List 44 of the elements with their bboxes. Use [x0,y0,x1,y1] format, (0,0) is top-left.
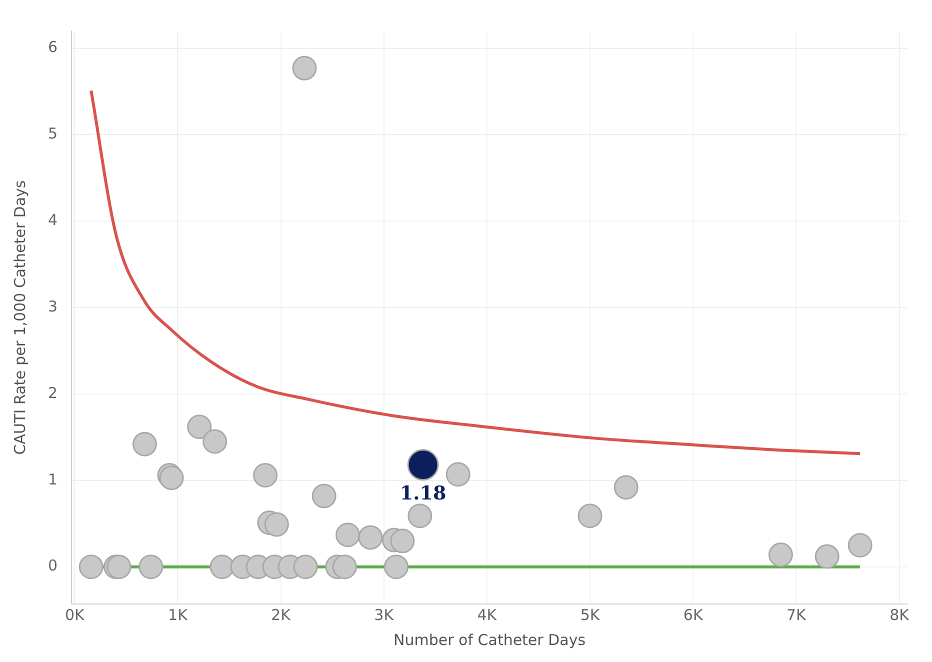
point [332,554,357,580]
point [293,554,318,580]
y-tick-label: 3 [48,297,58,316]
point [848,532,872,558]
point [210,554,234,580]
point [202,429,228,454]
point [187,414,212,440]
x-tick-label: 2K [271,606,292,624]
y-tick-label: 6 [48,38,58,56]
x-tick-label: 4K [477,606,498,624]
point [292,56,317,80]
y-tick-label: 1 [48,470,58,488]
point [578,504,602,528]
x-tick-label: 5K [580,606,601,624]
point [384,554,408,580]
y-tick-label: 5 [48,124,58,143]
y-tick-label: 0 [48,556,58,575]
data-label: 1.18 [400,482,446,504]
point [814,544,840,569]
point [264,512,289,537]
point [312,484,336,508]
x-tick-label: 3K [374,606,395,624]
point [358,525,383,550]
point [336,522,360,548]
point [768,542,793,567]
point [446,462,470,487]
point [408,504,432,528]
point [614,475,638,500]
line-series [90,89,862,456]
x-tick-label: 8K [890,606,910,624]
y-tick-label: 2 [48,384,58,402]
point [253,462,278,488]
y-tick-label: 4 [48,211,58,230]
x-tick-label: 7K [786,606,808,624]
x-tick-label: 1K [168,606,189,624]
point [407,449,439,481]
point [78,554,104,580]
point [132,432,157,456]
x-tick-label: 6K [683,606,704,624]
y-axis-title: CAUTI Rate per 1,000 Catheter Days [10,180,29,455]
point [390,528,415,554]
x-tick-label: 0K [64,606,86,624]
x-axis-title: Number of Catheter Days [394,630,586,649]
point [138,554,164,580]
